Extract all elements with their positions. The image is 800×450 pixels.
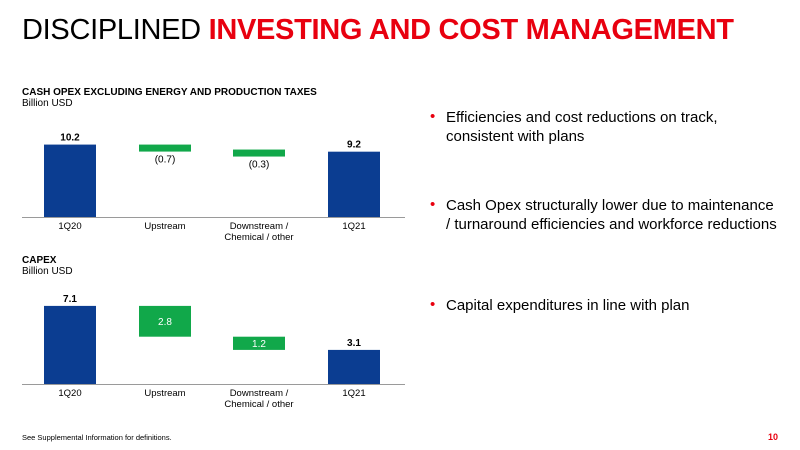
bullet-text: Efficiencies and cost reductions on trac… xyxy=(446,109,718,145)
opex-tick-label: Upstream xyxy=(144,221,185,232)
bullet-text: Cash Opex structurally lower due to main… xyxy=(446,197,777,233)
capex-tick-label: Chemical / other xyxy=(224,399,293,410)
capex-bar-total xyxy=(44,305,96,384)
capex-waterfall-chart: 7.1 1Q20 2.8 Upstream 1.2 Downstream /Chemica… xyxy=(22,294,405,410)
opex-bar-change xyxy=(233,149,285,157)
opex-tick-label: Downstream / xyxy=(230,221,289,232)
bullet-text: Capital expenditures in line with plan xyxy=(446,297,690,314)
bullet-dot-icon: • xyxy=(430,296,436,313)
capex-data-label: 2.8 xyxy=(158,317,172,328)
capex-chart-header: CAPEX Billion USD xyxy=(22,255,73,277)
opex-bar-total xyxy=(328,151,380,217)
opex-data-label: (0.3) xyxy=(249,160,270,171)
page-number: 10 xyxy=(767,432,778,442)
bullet-dot-icon: • xyxy=(430,108,436,125)
bullet-item: • Efficiencies and cost reductions on tr… xyxy=(430,108,780,146)
title-part-1: DISCIPLINED xyxy=(22,14,209,46)
title-part-2: INVESTING AND COST MANAGEMENT xyxy=(208,14,734,46)
opex-chart-title: CASH OPEX EXCLUDING ENERGY AND PRODUCTIO… xyxy=(22,87,317,98)
capex-tick-label: 1Q20 xyxy=(58,388,81,399)
capex-bar-total xyxy=(328,349,380,384)
opex-chart-unit: Billion USD xyxy=(22,98,73,109)
capex-tick-label: Downstream / xyxy=(230,388,289,399)
opex-tick-label: Chemical / other xyxy=(224,232,293,243)
footnote: See Supplemental Information for definit… xyxy=(22,433,172,442)
capex-data-label: 3.1 xyxy=(347,338,361,349)
opex-tick-label: 1Q21 xyxy=(342,221,365,232)
capex-data-label: 1.2 xyxy=(252,339,266,350)
capex-bar-change xyxy=(139,305,191,337)
capex-chart-unit: Billion USD xyxy=(22,266,73,277)
opex-data-label: 9.2 xyxy=(347,140,361,151)
bullet-item: • Capital expenditures in line with plan xyxy=(430,296,780,315)
bullet-item: • Cash Opex structurally lower due to ma… xyxy=(430,196,780,234)
opex-chart-header: CASH OPEX EXCLUDING ENERGY AND PRODUCTIO… xyxy=(22,87,317,109)
opex-data-label: (0.7) xyxy=(155,155,176,166)
capex-tick-label: Upstream xyxy=(144,388,185,399)
opex-tick-label: 1Q20 xyxy=(58,221,81,232)
capex-bar-change xyxy=(233,336,285,350)
opex-waterfall-chart: 10.2 1Q20 (0.7) Upstream (0.3) Downstream /Ch… xyxy=(22,133,405,243)
page-title: DISCIPLINED INVESTING AND COST MANAGEMEN… xyxy=(22,14,734,47)
capex-chart-title: CAPEX xyxy=(22,255,57,266)
capex-tick-label: 1Q21 xyxy=(342,388,365,399)
bullet-dot-icon: • xyxy=(430,196,436,213)
opex-data-label: 10.2 xyxy=(60,133,80,144)
opex-bar-total xyxy=(44,144,96,217)
opex-bar-change xyxy=(139,144,191,152)
capex-data-label: 7.1 xyxy=(63,294,77,305)
